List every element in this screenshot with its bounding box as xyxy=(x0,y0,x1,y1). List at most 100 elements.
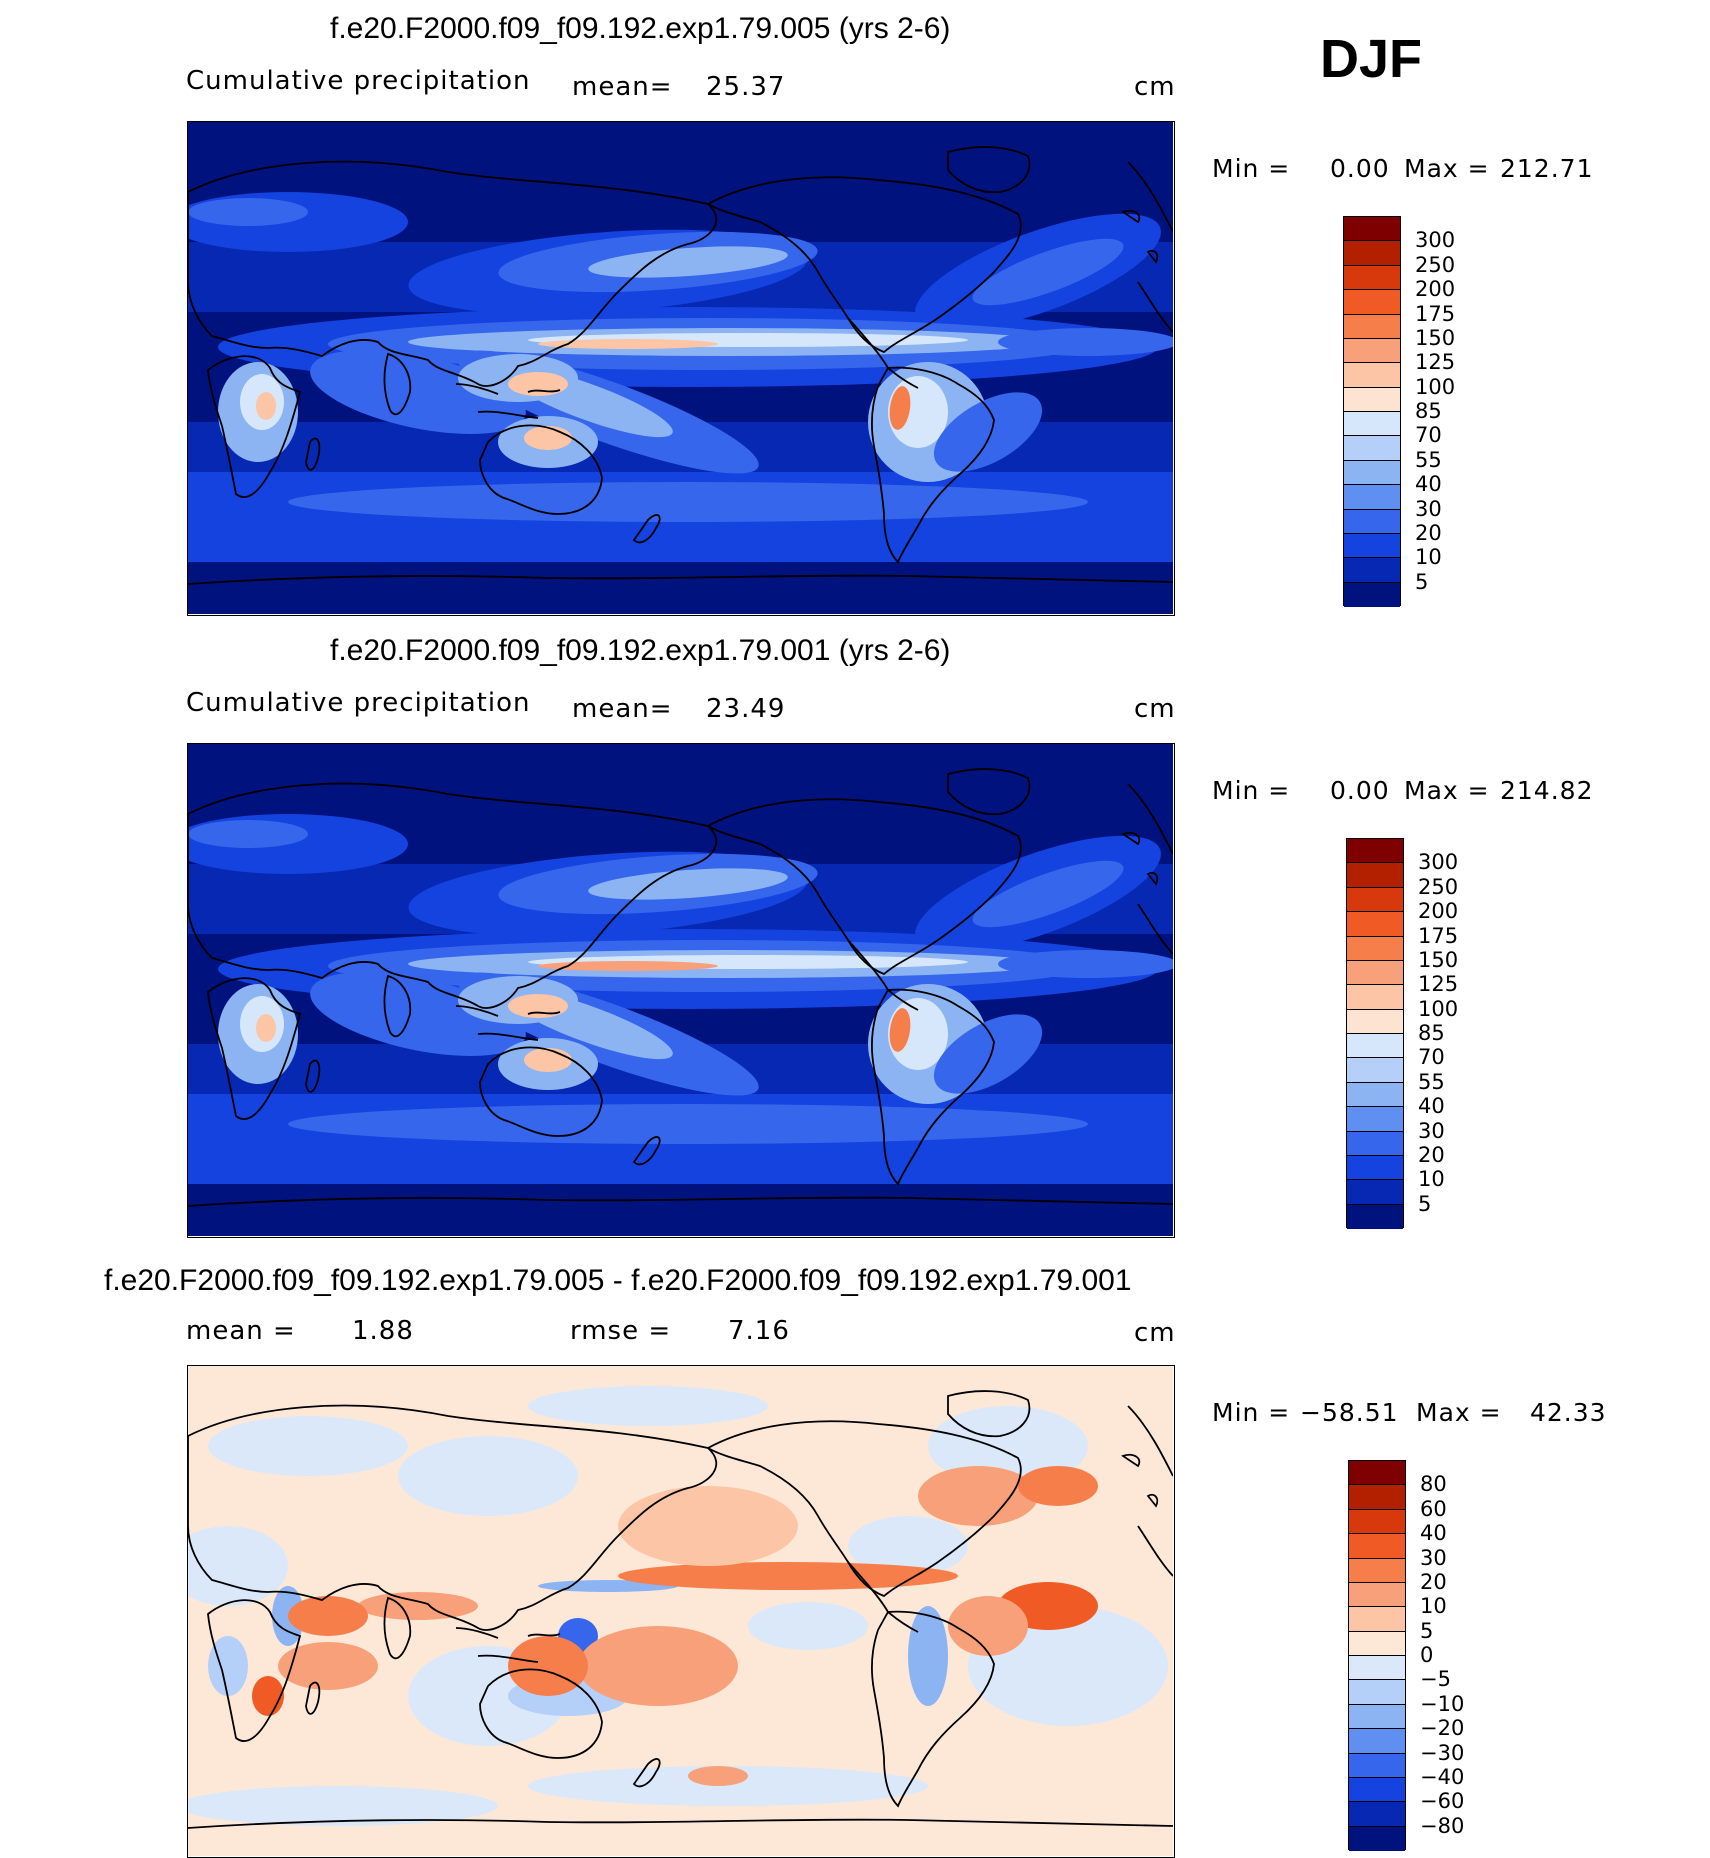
colorbar-label: −30 xyxy=(1420,1740,1465,1765)
min-label: Min = xyxy=(1212,776,1291,805)
variable-label: Cumulative precipitation xyxy=(186,66,531,96)
rmse-label: rmse = xyxy=(570,1316,672,1346)
colorbar-label: 200 xyxy=(1418,899,1459,924)
difference-field xyxy=(188,1366,1173,1856)
colorbar-segment xyxy=(1349,1753,1405,1778)
season-label: DJF xyxy=(1320,29,1423,89)
colorbar-segment xyxy=(1347,1107,1403,1132)
colorbar-segment xyxy=(1347,912,1403,937)
colorbar-segment xyxy=(1344,217,1400,242)
variable-label: Cumulative precipitation xyxy=(186,688,531,718)
colorbar-segment xyxy=(1347,936,1403,961)
precip-field xyxy=(188,122,1173,614)
colorbar-segment xyxy=(1347,839,1403,864)
colorbar-segment xyxy=(1349,1631,1405,1656)
colorbar-label: 5 xyxy=(1420,1618,1434,1643)
colorbar-label: 0 xyxy=(1420,1643,1434,1667)
colorbar-segment xyxy=(1349,1729,1405,1754)
colorbar-label: 175 xyxy=(1418,923,1459,948)
min-value: −58.51 xyxy=(1300,1398,1399,1427)
panel-title: f.e20.F2000.f09_f09.192.exp1.79.001 (yrs… xyxy=(330,634,951,667)
colorbar-segment xyxy=(1349,1826,1405,1851)
colorbar-segment xyxy=(1349,1485,1405,1510)
mean-label: mean= xyxy=(572,694,673,724)
min-value: 0.00 xyxy=(1330,154,1390,183)
colorbar-segment xyxy=(1347,1009,1403,1034)
colorbar-label: 200 xyxy=(1415,277,1456,302)
colorbar-label: 300 xyxy=(1418,850,1459,875)
colorbar-label: 5 xyxy=(1418,1191,1432,1216)
colorbar-label: 100 xyxy=(1415,374,1456,399)
min-label: Min = xyxy=(1212,154,1291,183)
colorbar-segment xyxy=(1347,1155,1403,1181)
difference-map xyxy=(187,1365,1175,1858)
colorbar-segment xyxy=(1349,1802,1405,1827)
colorbar-label: 30 xyxy=(1418,1118,1445,1143)
colorbar-segment xyxy=(1347,1058,1403,1083)
colorbar-segment xyxy=(1349,1656,1405,1681)
colorbar-segment xyxy=(1349,1461,1405,1486)
max-value: 212.71 xyxy=(1500,154,1594,183)
colorbar-label: 80 xyxy=(1420,1472,1447,1497)
mean-label: mean= xyxy=(572,72,673,102)
colorbar-segment xyxy=(1349,1777,1405,1803)
colorbar-segment xyxy=(1349,1582,1405,1608)
colorbar-segment xyxy=(1344,265,1400,291)
colorbar-label: 150 xyxy=(1415,325,1456,350)
precip-map xyxy=(187,743,1175,1238)
colorbar xyxy=(1348,1460,1406,1851)
panel-title: f.e20.F2000.f09_f09.192.exp1.79.005 (yrs… xyxy=(330,12,951,45)
colorbar-segment xyxy=(1344,290,1400,315)
colorbar-label: 70 xyxy=(1415,423,1442,448)
colorbar-label: 20 xyxy=(1418,1142,1445,1167)
colorbar-segment xyxy=(1347,1131,1403,1156)
max-value: 214.82 xyxy=(1500,776,1594,805)
colorbar-segment xyxy=(1344,363,1400,388)
mean-value: 23.49 xyxy=(706,694,786,724)
colorbar-label: 40 xyxy=(1418,1094,1445,1119)
colorbar-label: 300 xyxy=(1415,228,1456,253)
colorbar-segment xyxy=(1347,960,1403,986)
colorbar-segment xyxy=(1344,509,1400,534)
colorbar xyxy=(1346,838,1404,1229)
colorbar-segment xyxy=(1347,1034,1403,1059)
colorbar-label: 125 xyxy=(1418,972,1459,997)
colorbar-segment xyxy=(1349,1509,1405,1535)
max-label: Max = xyxy=(1404,776,1490,805)
colorbar-label: −20 xyxy=(1420,1716,1465,1741)
colorbar-segment xyxy=(1347,985,1403,1010)
colorbar-segment xyxy=(1344,338,1400,364)
colorbar-label: −5 xyxy=(1420,1667,1451,1692)
colorbar-label: 55 xyxy=(1418,1069,1445,1094)
colorbar-segment xyxy=(1344,314,1400,339)
colorbar-segment xyxy=(1344,533,1400,559)
colorbar-label: −40 xyxy=(1420,1764,1465,1789)
colorbar xyxy=(1343,216,1401,607)
colorbar-segment xyxy=(1349,1534,1405,1559)
colorbar-label: 40 xyxy=(1420,1521,1447,1546)
colorbar-segment xyxy=(1347,863,1403,888)
colorbar-label: 40 xyxy=(1415,472,1442,497)
units-label: cm xyxy=(1134,72,1176,102)
max-label: Max = xyxy=(1416,1398,1502,1427)
precip-map xyxy=(187,121,1175,616)
colorbar-label: −10 xyxy=(1420,1691,1465,1716)
colorbar-label: 70 xyxy=(1418,1045,1445,1070)
precip-field xyxy=(188,744,1173,1236)
colorbar-segment xyxy=(1344,241,1400,266)
colorbar-label: 55 xyxy=(1415,447,1442,472)
colorbar-label: 60 xyxy=(1420,1496,1447,1521)
colorbar-segment xyxy=(1349,1680,1405,1705)
colorbar-segment xyxy=(1349,1704,1405,1730)
colorbar-segment xyxy=(1347,1082,1403,1108)
colorbar-label: 10 xyxy=(1415,545,1442,570)
colorbar-label: 10 xyxy=(1420,1594,1447,1619)
colorbar-label: 250 xyxy=(1418,874,1459,899)
colorbar-label: 175 xyxy=(1415,301,1456,326)
max-label: Max = xyxy=(1404,154,1490,183)
colorbar-label: 20 xyxy=(1415,520,1442,545)
colorbar-segment xyxy=(1344,436,1400,461)
colorbar-label: 30 xyxy=(1420,1545,1447,1570)
colorbar-segment xyxy=(1347,1204,1403,1229)
colorbar-label: 85 xyxy=(1418,1021,1445,1045)
